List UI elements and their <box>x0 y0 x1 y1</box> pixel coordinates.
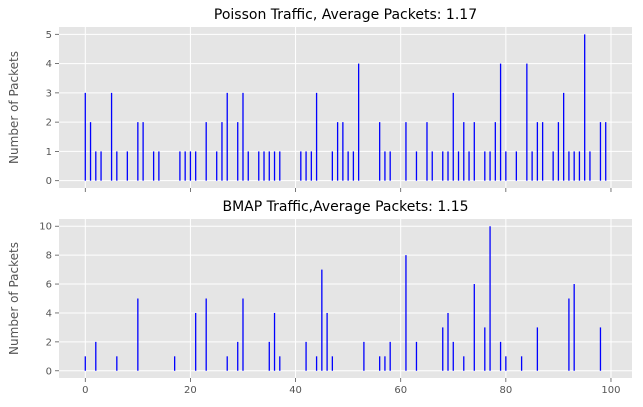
plot-area <box>59 219 632 378</box>
x-tick-label: 20 <box>184 385 197 396</box>
chart-1: 0 1 2 3 4 5 Poisson Traffic, Average Packets: … <box>7 7 632 192</box>
x-tick-label: 80 <box>499 385 512 396</box>
y-tick-label: 3 <box>46 88 52 99</box>
y-axis-label: Number of Packets <box>7 242 21 355</box>
plot-area <box>59 27 632 188</box>
y-axis-label: Number of Packets <box>7 51 21 164</box>
y-tick-label: 2 <box>46 337 52 348</box>
y-tick-label: 4 <box>46 59 52 70</box>
x-tick-label: 0 <box>82 385 88 396</box>
y-tick-label: 5 <box>46 30 52 41</box>
x-tick-label: 40 <box>289 385 302 396</box>
y-tick-label: 10 <box>39 222 52 233</box>
y-tick-label: 8 <box>46 251 52 262</box>
x-tick-label: 100 <box>601 385 620 396</box>
y-tick-label: 4 <box>46 308 52 319</box>
x-tick-label: 60 <box>394 385 407 396</box>
chart-2: 0 20 40 60 80 100 0 2 4 6 8 10 BMAP Traffic,Average … <box>7 199 632 396</box>
y-tick-label: 0 <box>46 176 52 187</box>
y-tick-label: 2 <box>46 118 52 129</box>
chart-title: BMAP Traffic,Average Packets: 1.15 <box>222 199 468 215</box>
y-tick-label: 1 <box>46 147 52 158</box>
chart-title: Poisson Traffic, Average Packets: 1.17 <box>214 7 477 23</box>
y-tick-label: 0 <box>46 366 52 377</box>
y-tick-label: 6 <box>46 280 52 291</box>
